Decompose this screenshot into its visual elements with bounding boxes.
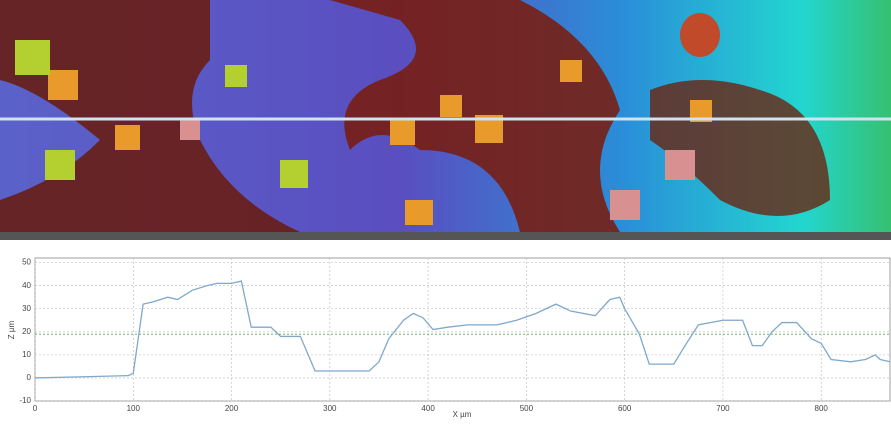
y-axis-label: Z µm (7, 320, 16, 339)
divider (0, 232, 891, 240)
y-tick-label: 10 (22, 350, 31, 359)
screen: Z µm X µm -10010203040500100200300400500… (0, 0, 891, 421)
y-tick-label: 20 (22, 327, 31, 336)
x-tick-label: 100 (127, 404, 141, 413)
x-tick-label: 300 (323, 404, 337, 413)
y-tick-label: 0 (27, 373, 32, 382)
y-tick-label: -10 (19, 396, 31, 405)
x-tick-label: 700 (716, 404, 730, 413)
x-tick-label: 600 (618, 404, 632, 413)
x-tick-label: 0 (33, 404, 38, 413)
y-tick-label: 30 (22, 304, 31, 313)
plot-frame (35, 258, 890, 401)
height-map (0, 0, 891, 240)
crater (680, 13, 720, 57)
x-tick-label: 500 (520, 404, 534, 413)
x-tick-label: 200 (225, 404, 239, 413)
profile-line (35, 281, 890, 378)
x-tick-label: 400 (421, 404, 435, 413)
x-tick-label: 800 (815, 404, 829, 413)
y-tick-label: 50 (22, 258, 31, 267)
page: Z µm X µm -10010203040500100200300400500… (0, 0, 891, 421)
x-axis-label: X µm (453, 410, 472, 419)
y-tick-label: 40 (22, 281, 31, 290)
